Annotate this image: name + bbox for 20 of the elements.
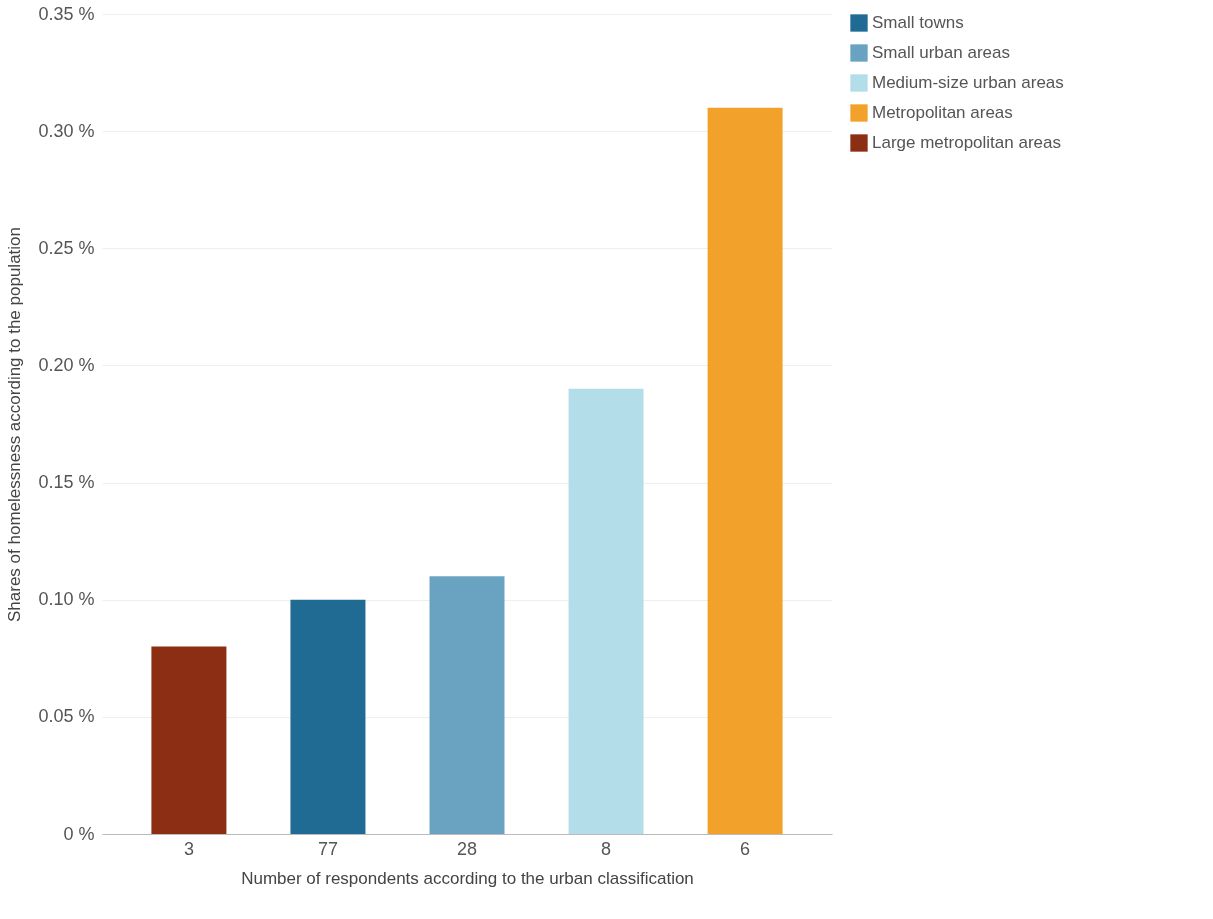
y-tick-label: 0 % xyxy=(63,823,95,844)
y-tick-label: 0.15 % xyxy=(38,472,95,493)
x-axis-title: Number of respondents according to the urban classification xyxy=(241,868,694,888)
x-tick-label: 3 xyxy=(183,838,194,859)
legend-label: Medium-size urban areas xyxy=(872,73,1064,92)
x-tick-label: 6 xyxy=(740,838,751,859)
legend-label: Small towns xyxy=(872,13,964,32)
y-tick-label: 0.05 % xyxy=(38,706,95,727)
y-tick-label: 0.25 % xyxy=(38,237,95,258)
y-axis-title: Shares of homelessness according to the population xyxy=(5,226,25,623)
x-tick-label: 8 xyxy=(601,838,612,859)
legend-label: Small urban areas xyxy=(872,43,1010,62)
legend-label: Large metropolitan areas xyxy=(872,133,1062,152)
legend-label: Metropolitan areas xyxy=(872,103,1013,122)
x-tick-label: 28 xyxy=(456,838,478,859)
x-tick-label: 77 xyxy=(317,838,338,859)
y-tick-label: 0.10 % xyxy=(38,589,95,610)
y-tick-label: 0.20 % xyxy=(38,354,95,375)
y-tick-label: 0.35 % xyxy=(38,3,95,24)
y-tick-label: 0.30 % xyxy=(38,120,95,141)
